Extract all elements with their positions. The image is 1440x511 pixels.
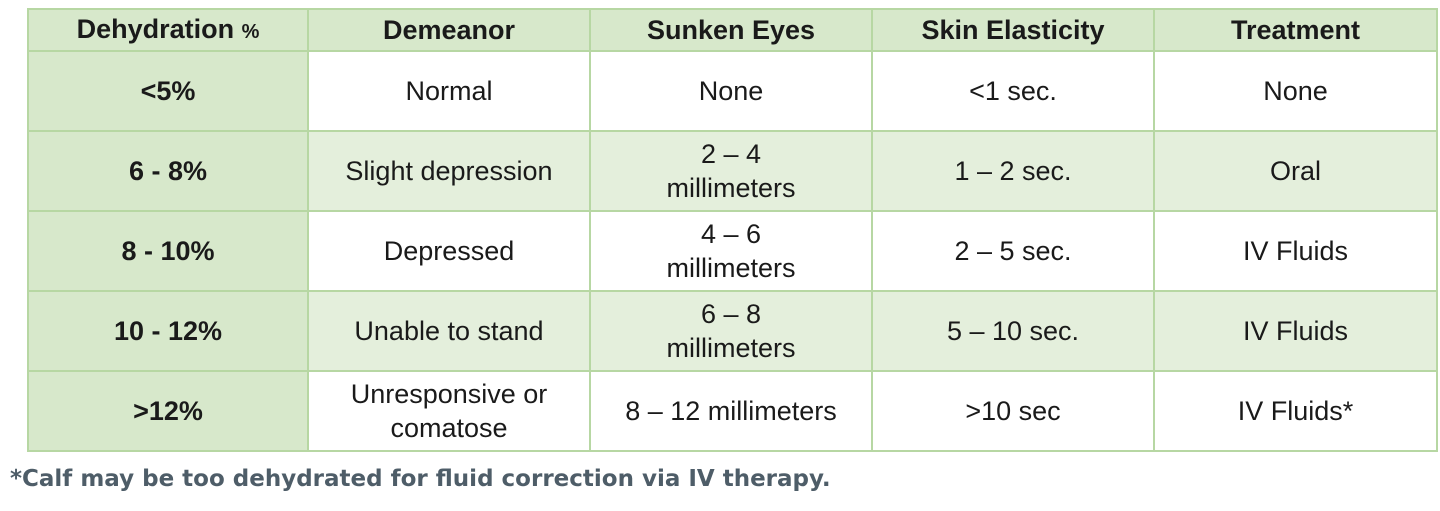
header-demeanor: Demeanor [307, 8, 591, 52]
dehydration-cell: 10 - 12% [27, 290, 309, 372]
treatment-cell: IV Fluids [1153, 210, 1438, 292]
skin-elasticity-cell: 5 – 10 sec. [871, 290, 1155, 372]
skin-elasticity-cell: 1 – 2 sec. [871, 130, 1155, 212]
treatment-cell: IV Fluids* [1153, 370, 1438, 452]
demeanor-cell: Unable to stand [307, 290, 591, 372]
table-row: >12% Unresponsive or comatose 8 – 12 mil… [27, 370, 1438, 452]
sunken-eyes-cell: 8 – 12 millimeters [589, 370, 873, 452]
dehydration-table: Dehydration % Demeanor Sunken Eyes Skin … [27, 8, 1438, 452]
treatment-cell: None [1153, 50, 1438, 132]
table-row: <5% Normal None <1 sec. None [27, 50, 1438, 132]
dehydration-cell: <5% [27, 50, 309, 132]
dehydration-table-container: Dehydration % Demeanor Sunken Eyes Skin … [27, 8, 1438, 452]
skin-elasticity-cell: >10 sec [871, 370, 1155, 452]
header-row: Dehydration % Demeanor Sunken Eyes Skin … [27, 8, 1438, 52]
treatment-cell: IV Fluids [1153, 290, 1438, 372]
sunken-eyes-cell: 2 – 4 millimeters [589, 130, 873, 212]
skin-elasticity-cell: <1 sec. [871, 50, 1155, 132]
dehydration-cell: 6 - 8% [27, 130, 309, 212]
header-dehydration: Dehydration % [27, 8, 309, 52]
sunken-eyes-text: 2 – 4 millimeters [666, 139, 796, 203]
header-skin-elasticity: Skin Elasticity [871, 8, 1155, 52]
sunken-eyes-cell: 6 – 8 millimeters [589, 290, 873, 372]
dehydration-cell: >12% [27, 370, 309, 452]
demeanor-cell: Unresponsive or comatose [307, 370, 591, 452]
dehydration-cell: 8 - 10% [27, 210, 309, 292]
sunken-eyes-text: 6 – 8 millimeters [666, 299, 796, 363]
header-sunken-eyes: Sunken Eyes [589, 8, 873, 52]
footnote: *Calf may be too dehydrated for fluid co… [10, 466, 831, 492]
table-row: 6 - 8% Slight depression 2 – 4 millimete… [27, 130, 1438, 212]
header-dehydration-label: Dehydration [76, 13, 235, 44]
table-row: 10 - 12% Unable to stand 6 – 8 millimete… [27, 290, 1438, 372]
demeanor-text: Unresponsive or comatose [350, 379, 548, 443]
table-row: 8 - 10% Depressed 4 – 6 millimeters 2 – … [27, 210, 1438, 292]
sunken-eyes-cell: None [589, 50, 873, 132]
header-treatment: Treatment [1153, 8, 1438, 52]
sunken-eyes-text: 4 – 6 millimeters [666, 219, 796, 283]
demeanor-cell: Slight depression [307, 130, 591, 212]
skin-elasticity-cell: 2 – 5 sec. [871, 210, 1155, 292]
demeanor-cell: Depressed [307, 210, 591, 292]
demeanor-cell: Normal [307, 50, 591, 132]
header-dehydration-unit: % [241, 20, 260, 43]
treatment-cell: Oral [1153, 130, 1438, 212]
sunken-eyes-cell: 4 – 6 millimeters [589, 210, 873, 292]
